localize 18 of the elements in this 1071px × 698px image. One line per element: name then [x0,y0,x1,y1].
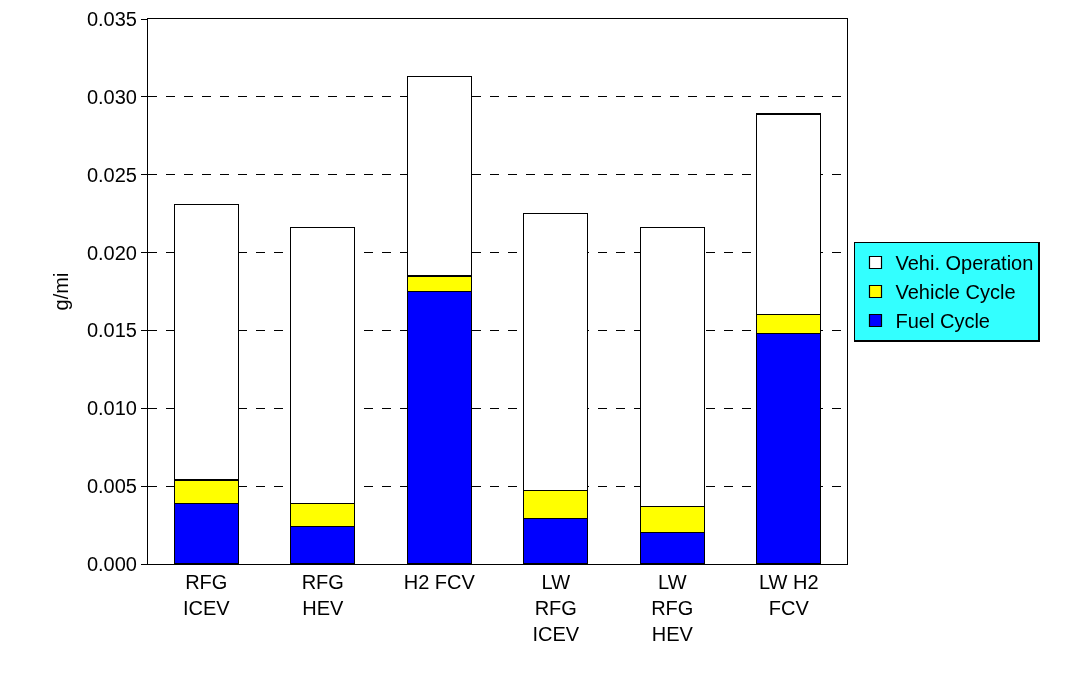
legend-label: Fuel Cycle [895,310,990,333]
y-tick-label: 0.035 [86,8,137,30]
y-tick-label: 0.015 [86,319,137,342]
legend-label: Vehicle Cycle [895,281,1016,304]
y-axis-title: g/mi [50,272,73,311]
x-tick-label: H2 FCV [403,571,476,593]
x-tick-label: RFG HEV [301,571,344,619]
x-tick-label: LW RFG ICEV [532,571,580,645]
y-tick-label: 0.000 [86,553,137,575]
y-tick-label: 0.020 [86,241,137,264]
y-tick-label: 0.005 [86,475,137,498]
x-tick-label: RFG ICEV [182,571,231,619]
y-tick-label: 0.030 [86,85,137,108]
x-tick-label: LW RFG HEV [651,571,694,645]
x-tick-label: LW H2 FCV [758,571,819,619]
legend-label: Vehi. Operation [895,252,1034,275]
y-tick-label: 0.010 [86,397,137,420]
y-tick-label: 0.025 [86,163,137,186]
